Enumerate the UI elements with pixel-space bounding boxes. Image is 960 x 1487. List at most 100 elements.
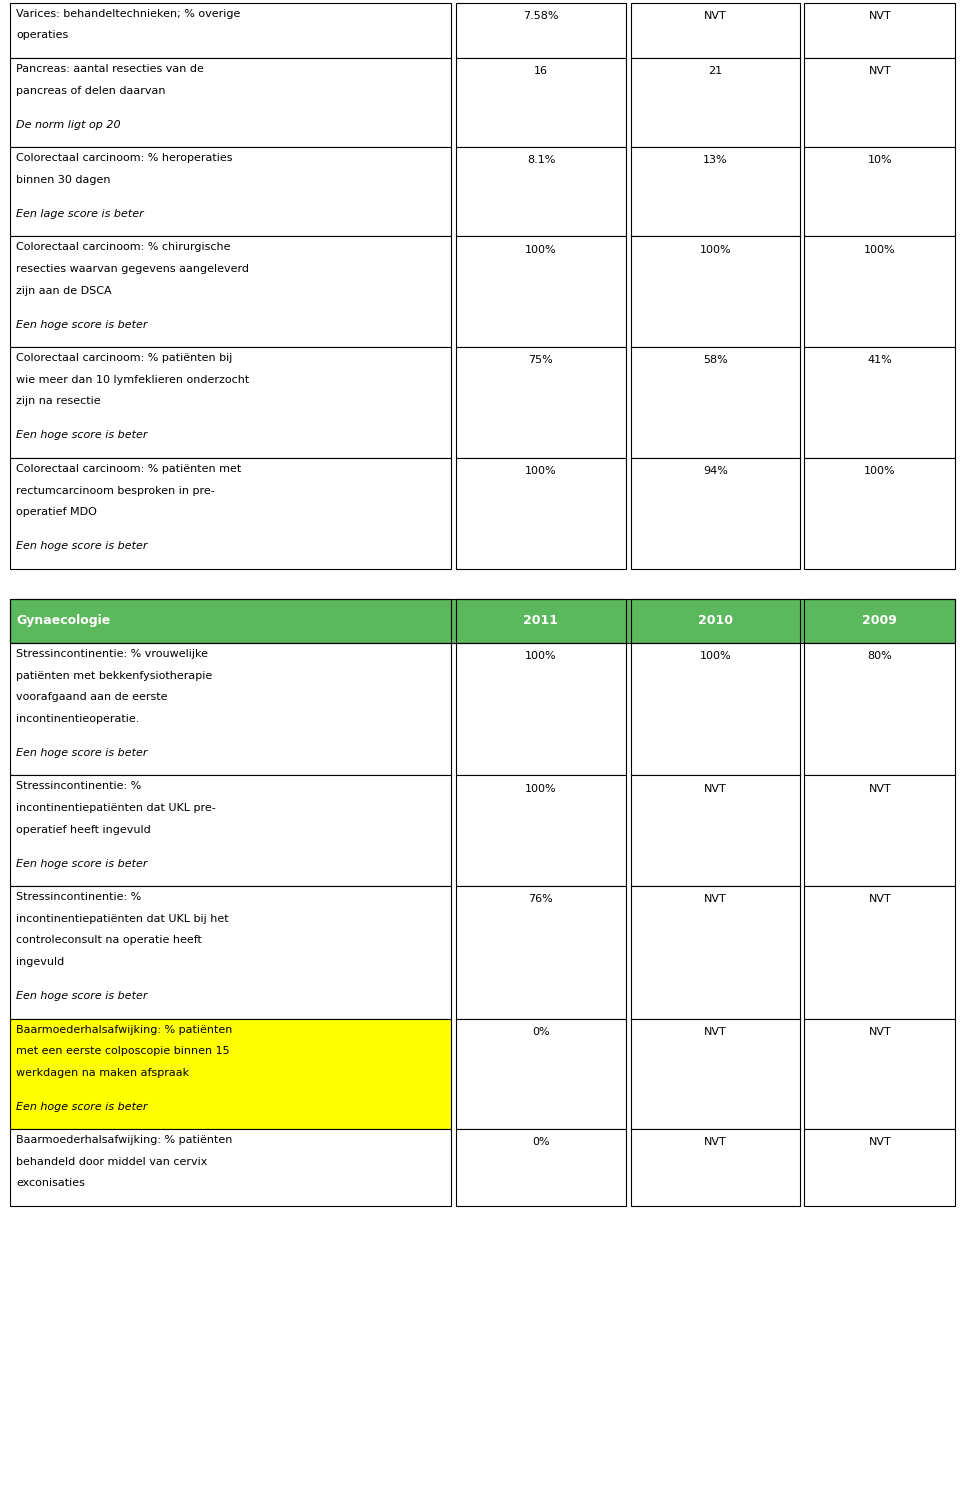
Text: Een hoge score is beter: Een hoge score is beter xyxy=(16,430,148,440)
Text: NVT: NVT xyxy=(704,894,727,904)
Text: De norm ligt op 20: De norm ligt op 20 xyxy=(16,119,121,129)
Bar xyxy=(10,147,451,236)
Bar xyxy=(456,886,626,1019)
Bar xyxy=(631,644,800,776)
Bar xyxy=(456,458,626,570)
Bar xyxy=(10,599,451,644)
Text: Een hoge score is beter: Een hoge score is beter xyxy=(16,859,148,868)
Text: 16: 16 xyxy=(534,65,548,76)
Text: Een hoge score is beter: Een hoge score is beter xyxy=(16,992,148,1001)
Text: Een lage score is beter: Een lage score is beter xyxy=(16,208,144,219)
Text: 13%: 13% xyxy=(703,155,728,165)
Text: 41%: 41% xyxy=(868,355,892,366)
Text: 2010: 2010 xyxy=(698,614,732,628)
Bar xyxy=(10,776,451,886)
Text: 100%: 100% xyxy=(700,651,731,662)
Text: NVT: NVT xyxy=(704,784,727,794)
Bar xyxy=(804,3,955,58)
Bar xyxy=(456,599,626,644)
Text: Een hoge score is beter: Een hoge score is beter xyxy=(16,1102,148,1112)
Bar xyxy=(804,1019,955,1130)
Text: Stressincontinentie: %: Stressincontinentie: % xyxy=(16,782,141,791)
Bar xyxy=(10,458,451,570)
Text: Baarmoederhalsafwijking: % patiënten: Baarmoederhalsafwijking: % patiënten xyxy=(16,1136,232,1145)
Text: Gynaecologie: Gynaecologie xyxy=(16,614,110,628)
Text: 0%: 0% xyxy=(532,1138,550,1148)
Bar xyxy=(804,458,955,570)
Bar xyxy=(10,644,451,776)
Bar xyxy=(631,236,800,348)
Text: werkdagen na maken afspraak: werkdagen na maken afspraak xyxy=(16,1068,189,1078)
Text: incontinentieoperatie.: incontinentieoperatie. xyxy=(16,714,140,724)
Bar xyxy=(456,1019,626,1130)
Bar xyxy=(631,1130,800,1206)
Text: NVT: NVT xyxy=(704,1138,727,1148)
Text: NVT: NVT xyxy=(869,784,891,794)
Text: operaties: operaties xyxy=(16,31,68,40)
Text: 100%: 100% xyxy=(525,465,557,476)
Bar xyxy=(631,458,800,570)
Bar xyxy=(631,58,800,147)
Text: 76%: 76% xyxy=(529,894,553,904)
Text: Varices: behandeltechnieken; % overige: Varices: behandeltechnieken; % overige xyxy=(16,9,241,19)
Text: NVT: NVT xyxy=(704,1026,727,1036)
Text: behandeld door middel van cervix: behandeld door middel van cervix xyxy=(16,1157,207,1167)
Bar xyxy=(804,58,955,147)
Bar xyxy=(631,1019,800,1130)
Text: zijn na resectie: zijn na resectie xyxy=(16,396,101,406)
Text: 100%: 100% xyxy=(525,244,557,254)
Text: 100%: 100% xyxy=(864,465,896,476)
Bar xyxy=(10,886,451,1019)
Text: Pancreas: aantal resecties van de: Pancreas: aantal resecties van de xyxy=(16,64,204,74)
Bar xyxy=(10,236,451,348)
Bar xyxy=(804,599,955,644)
Text: NVT: NVT xyxy=(869,1026,891,1036)
Bar xyxy=(804,776,955,886)
Text: 10%: 10% xyxy=(868,155,892,165)
Bar xyxy=(456,58,626,147)
Text: resecties waarvan gegevens aangeleverd: resecties waarvan gegevens aangeleverd xyxy=(16,263,250,274)
Bar xyxy=(804,886,955,1019)
Text: Colorectaal carcinoom: % chirurgische: Colorectaal carcinoom: % chirurgische xyxy=(16,242,230,253)
Text: Stressincontinentie: %: Stressincontinentie: % xyxy=(16,892,141,903)
Bar xyxy=(10,1019,451,1130)
Bar xyxy=(10,1130,451,1206)
Text: 94%: 94% xyxy=(703,465,728,476)
Text: 100%: 100% xyxy=(864,244,896,254)
Bar xyxy=(10,599,955,644)
Text: 21: 21 xyxy=(708,65,722,76)
Bar xyxy=(456,1130,626,1206)
Text: NVT: NVT xyxy=(869,10,891,21)
Text: 100%: 100% xyxy=(700,244,731,254)
Bar xyxy=(631,886,800,1019)
Text: NVT: NVT xyxy=(869,894,891,904)
Bar xyxy=(10,58,451,147)
Bar xyxy=(804,236,955,348)
Bar xyxy=(456,776,626,886)
Text: 2009: 2009 xyxy=(862,614,898,628)
Text: NVT: NVT xyxy=(869,1138,891,1148)
Text: 0%: 0% xyxy=(532,1026,550,1036)
Text: 75%: 75% xyxy=(529,355,553,366)
Text: Een hoge score is beter: Een hoge score is beter xyxy=(16,320,148,330)
Text: wie meer dan 10 lymfeklieren onderzocht: wie meer dan 10 lymfeklieren onderzocht xyxy=(16,375,250,385)
Text: NVT: NVT xyxy=(704,10,727,21)
Text: NVT: NVT xyxy=(869,65,891,76)
Text: Een hoge score is beter: Een hoge score is beter xyxy=(16,748,148,758)
Text: rectumcarcinoom besproken in pre-: rectumcarcinoom besproken in pre- xyxy=(16,485,215,495)
Bar xyxy=(631,599,800,644)
Bar xyxy=(804,348,955,458)
Text: met een eerste colposcopie binnen 15: met een eerste colposcopie binnen 15 xyxy=(16,1047,230,1056)
Text: Colorectaal carcinoom: % patiënten met: Colorectaal carcinoom: % patiënten met xyxy=(16,464,242,474)
Bar xyxy=(456,644,626,776)
Text: operatief MDO: operatief MDO xyxy=(16,507,97,517)
Text: exconisaties: exconisaties xyxy=(16,1179,85,1188)
Text: binnen 30 dagen: binnen 30 dagen xyxy=(16,174,110,184)
Text: 7.58%: 7.58% xyxy=(523,10,559,21)
Text: zijn aan de DSCA: zijn aan de DSCA xyxy=(16,286,112,296)
Bar xyxy=(631,348,800,458)
Text: Colorectaal carcinoom: % heroperaties: Colorectaal carcinoom: % heroperaties xyxy=(16,153,233,164)
Bar xyxy=(631,3,800,58)
Bar xyxy=(804,644,955,776)
Text: ingevuld: ingevuld xyxy=(16,958,64,967)
